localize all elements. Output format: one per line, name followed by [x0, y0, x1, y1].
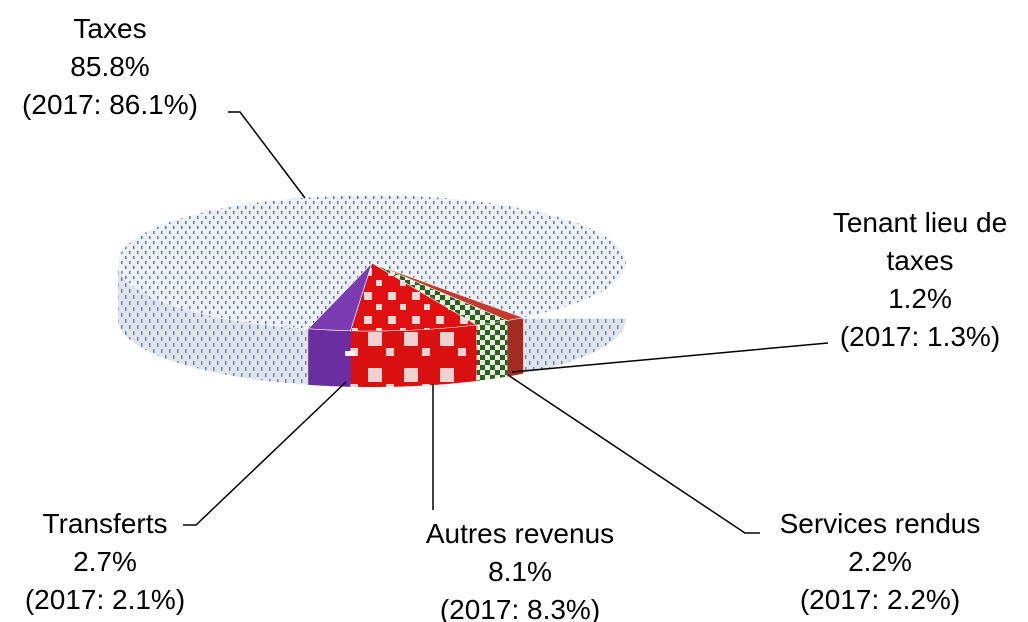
data-label-services-line: (2017: 2.2%): [800, 584, 960, 615]
data-label-autres: Autres revenus 8.1% (2017: 8.3%): [426, 518, 614, 622]
data-label-taxes-line: 85.8%: [70, 51, 149, 82]
pie-side-tenant-lieu-de-taxes: [507, 317, 524, 377]
data-label-transferts: Transferts 2.7% (2017: 2.1%): [25, 508, 185, 615]
data-label-transferts-line: 2.7%: [73, 546, 137, 577]
data-label-taxes-line: Taxes: [73, 13, 146, 44]
leader-line-tenant: [511, 342, 829, 373]
pie-side-transferts: [308, 328, 351, 387]
data-label-autres-line: 8.1%: [488, 556, 552, 587]
leader-line-taxes: [228, 111, 306, 199]
data-label-services-line: 2.2%: [848, 546, 912, 577]
leader-line-transferts: [183, 381, 347, 526]
data-label-autres-line: Autres revenus: [426, 518, 614, 549]
data-label-tenant-line: taxes: [887, 245, 954, 276]
pie-slice-autres-revenus: [350, 262, 478, 332]
data-label-taxes: Taxes 85.8% (2017: 86.1%): [22, 13, 198, 120]
data-label-tenant-line: Tenant lieu de: [833, 207, 1007, 238]
pie-slices: [117, 194, 627, 387]
leader-lines: [183, 111, 829, 534]
data-label-services: Services rendus 2.2% (2017: 2.2%): [780, 508, 981, 615]
data-label-taxes-line: (2017: 86.1%): [22, 89, 198, 120]
data-label-transferts-line: (2017: 2.1%): [25, 584, 185, 615]
data-labels: Taxes 85.8% (2017: 86.1%) Tenant lieu de tax…: [22, 13, 1007, 622]
data-label-tenant: Tenant lieu de taxes 1.2% (2017: 1.3%): [833, 207, 1007, 352]
pie-slice-taxes: [117, 194, 627, 330]
data-label-services-line: Services rendus: [780, 508, 981, 539]
pie-side-autres-revenus: [350, 325, 477, 387]
leader-line-services: [507, 374, 760, 534]
data-label-transferts-line: Transferts: [43, 508, 168, 539]
data-label-tenant-line: 1.2%: [888, 283, 952, 314]
pie-side-services-rendus: [476, 320, 508, 381]
slice-marker: [345, 351, 355, 356]
data-label-tenant-line: (2017: 1.3%): [840, 321, 1000, 352]
data-label-autres-line: (2017: 8.3%): [440, 594, 600, 622]
